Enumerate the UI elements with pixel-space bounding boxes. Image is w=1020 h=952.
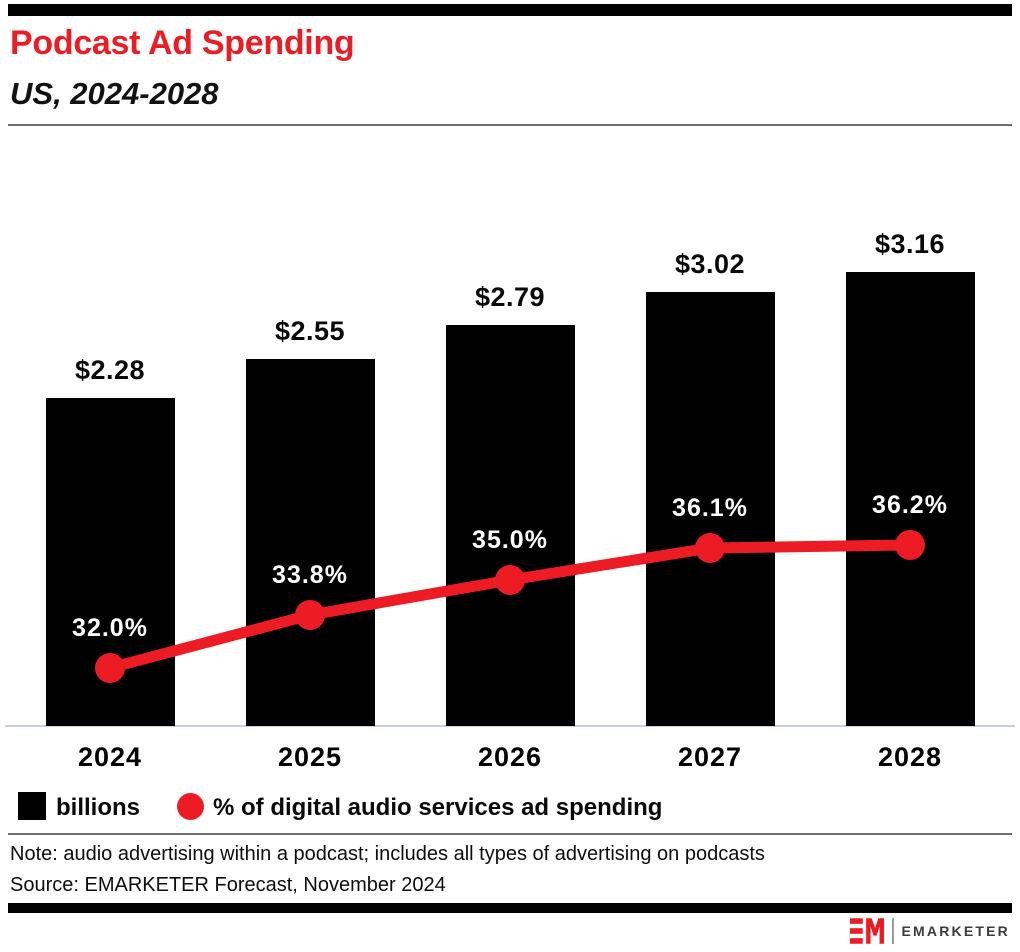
line-point-label-2027: 36.1% bbox=[672, 494, 748, 522]
top-accent-bar bbox=[8, 4, 1012, 16]
line-point-label-2024: 32.0% bbox=[72, 614, 148, 642]
x-axis-line bbox=[5, 725, 1015, 727]
note-text: Note: audio advertising within a podcast… bbox=[10, 843, 765, 865]
bar-value-label-2027: $3.02 bbox=[674, 249, 746, 279]
source-text: Source: EMARKETER Forecast, November 202… bbox=[10, 874, 446, 896]
bottom-accent-bar bbox=[8, 903, 1012, 913]
x-axis-label-2024: 2024 bbox=[77, 742, 143, 772]
bar-series-swatch bbox=[18, 792, 46, 820]
brand-name: EMARKETER bbox=[901, 923, 1010, 939]
line-series-label: % of digital audio services ad spending bbox=[213, 794, 663, 821]
bar-series-label: billions bbox=[56, 794, 140, 821]
x-axis-label-2026: 2026 bbox=[477, 742, 543, 772]
line-point-label-2025: 33.8% bbox=[272, 561, 348, 589]
note-divider bbox=[8, 833, 1012, 835]
x-axis-label-2025: 2025 bbox=[277, 742, 343, 772]
emarketer-logo-icon bbox=[849, 918, 884, 944]
chart-title: Podcast Ad Spending bbox=[10, 24, 355, 62]
brand-footer: EMARKETER bbox=[849, 916, 1010, 946]
bar-value-label-2025: $2.55 bbox=[274, 316, 346, 346]
x-axis-label-2027: 2027 bbox=[677, 742, 743, 772]
x-axis-label-2028: 2028 bbox=[877, 742, 943, 772]
logo-divider bbox=[891, 918, 894, 944]
header-divider bbox=[8, 124, 1012, 126]
bar-value-label-2028: $3.16 bbox=[874, 229, 946, 259]
line-series-swatch bbox=[177, 793, 204, 820]
chart-subtitle: US, 2024-2028 bbox=[10, 76, 219, 111]
bar-value-label-2024: $2.28 bbox=[74, 355, 146, 385]
line-point-label-2026: 35.0% bbox=[472, 526, 548, 554]
bar-value-label-2026: $2.79 bbox=[474, 282, 546, 312]
bar-2024 bbox=[45, 398, 175, 726]
bar-2025 bbox=[245, 359, 375, 726]
line-point-label-2028: 36.2% bbox=[872, 491, 948, 519]
